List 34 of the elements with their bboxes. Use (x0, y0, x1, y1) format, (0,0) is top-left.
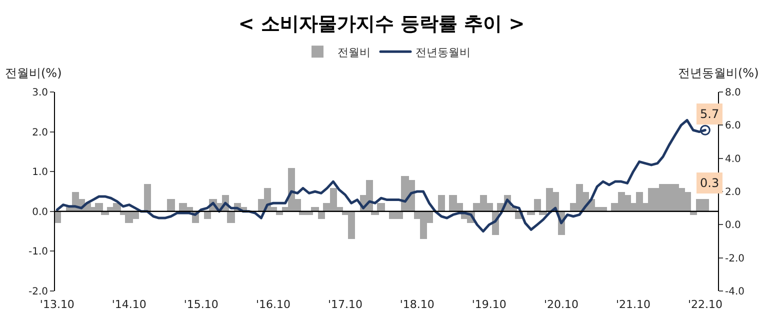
bar (167, 199, 175, 211)
y2-tick-label: 2.0 (725, 187, 741, 198)
bar (55, 211, 61, 223)
y-tick-label: 0.0 (32, 206, 48, 218)
bar (144, 184, 151, 211)
y-tick-label: -2.0 (28, 286, 48, 298)
y2-tick-label: 8.0 (725, 88, 741, 98)
y2-axis-title: 전년동월비(%) (678, 66, 759, 80)
bar (438, 195, 445, 211)
data-label: 0.3 (700, 176, 720, 190)
x-tick-label: '22.10 (688, 298, 722, 311)
x-tick-label: '19.10 (472, 298, 506, 311)
x-tick-label: '18.10 (400, 298, 434, 311)
chart-title: < 소비자물가지수 등락률 추이 > (238, 12, 525, 35)
y-tick-label: -1.0 (28, 246, 48, 258)
y2-tick-label: -2.0 (725, 253, 745, 264)
x-tick-label: '17.10 (328, 298, 362, 311)
x-tick-label: '20.10 (544, 298, 579, 311)
y-tick-label: 3.0 (32, 88, 48, 98)
y-axis-title: 전월비(%) (5, 66, 62, 80)
legend-label: 전월비 (338, 46, 370, 59)
y2-tick-label: -4.0 (725, 286, 745, 298)
x-tick-label: '13.10 (40, 298, 74, 311)
y2-tick-label: 0.0 (725, 220, 741, 232)
x-tick-label: '14.10 (112, 298, 146, 311)
y2-tick-label: 4.0 (725, 154, 741, 165)
x-tick-label: '16.10 (256, 298, 290, 311)
y2-tick-label: 6.0 (725, 120, 741, 132)
legend-label: 전년동월비 (416, 46, 470, 59)
x-tick-label: '15.10 (184, 298, 218, 311)
y-tick-label: 2.0 (32, 127, 48, 138)
data-label: 5.7 (700, 107, 720, 121)
y-tick-label: 1.0 (32, 167, 48, 178)
x-tick-label: '21.10 (616, 298, 650, 311)
